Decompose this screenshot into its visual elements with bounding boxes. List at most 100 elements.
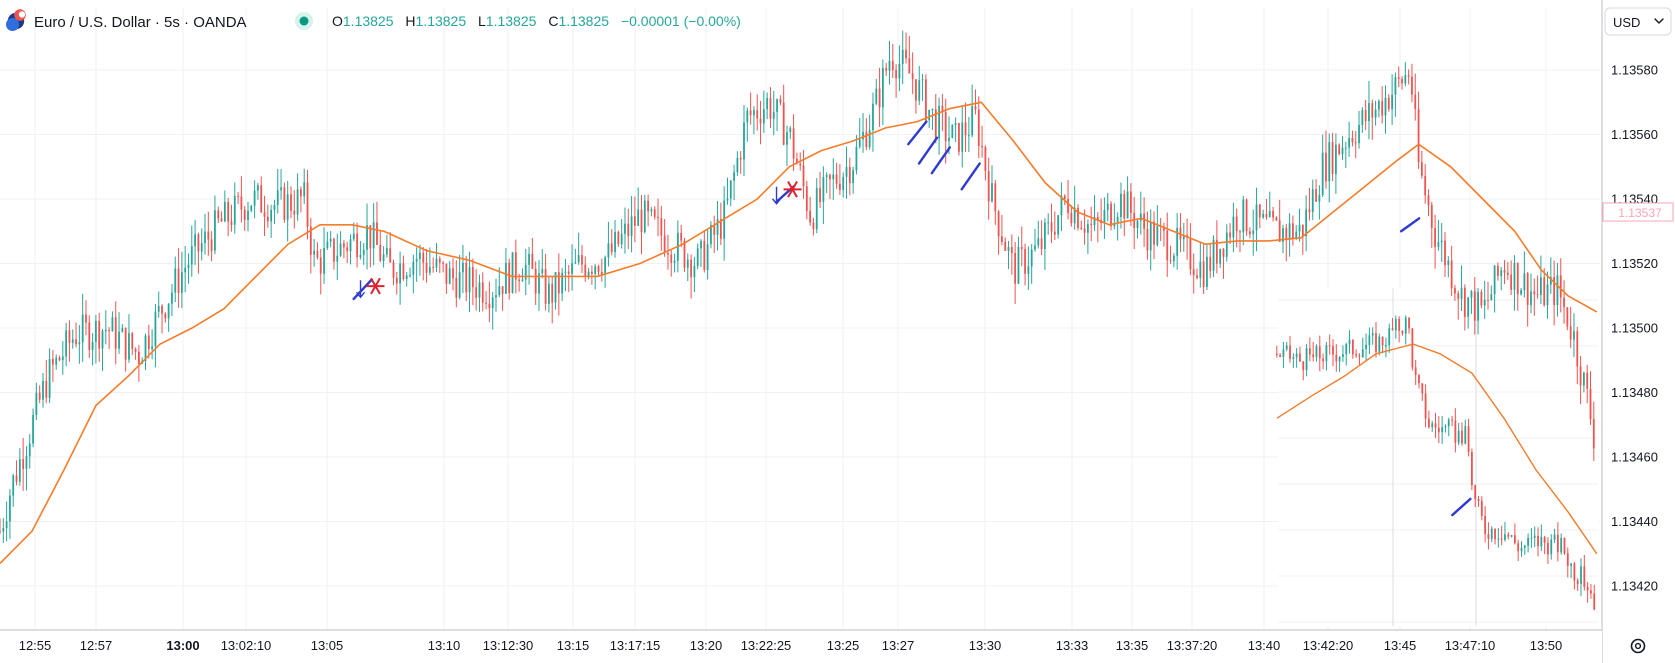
candle[interactable] — [1590, 583, 1592, 599]
candle[interactable] — [0, 518, 1, 535]
candle[interactable] — [1169, 245, 1172, 264]
candle[interactable] — [329, 231, 332, 248]
candle[interactable] — [1318, 185, 1321, 220]
candle[interactable] — [1467, 296, 1470, 329]
candle[interactable] — [270, 204, 273, 238]
candle[interactable] — [739, 151, 742, 174]
candle[interactable] — [336, 233, 339, 281]
candle[interactable] — [309, 217, 312, 274]
candle[interactable] — [445, 263, 448, 294]
candle[interactable] — [759, 100, 762, 145]
candle[interactable] — [1186, 218, 1188, 260]
candle[interactable] — [1222, 248, 1225, 279]
candle[interactable] — [1255, 187, 1258, 252]
candle[interactable] — [111, 311, 114, 332]
candle[interactable] — [395, 271, 398, 295]
candle[interactable] — [478, 274, 481, 312]
candle[interactable] — [653, 206, 656, 220]
candle[interactable] — [1192, 253, 1195, 294]
candle[interactable] — [1451, 416, 1453, 427]
candle[interactable] — [1242, 196, 1245, 246]
candle[interactable] — [1460, 265, 1463, 312]
candle[interactable] — [359, 241, 362, 260]
candle[interactable] — [746, 107, 749, 142]
candle[interactable] — [1060, 182, 1063, 232]
candle[interactable] — [286, 181, 289, 242]
candle[interactable] — [1344, 141, 1347, 169]
candle[interactable] — [1418, 373, 1420, 389]
candle[interactable] — [1394, 72, 1397, 117]
candle[interactable] — [1540, 255, 1542, 304]
candle[interactable] — [432, 257, 435, 273]
candle[interactable] — [1411, 63, 1413, 103]
candle[interactable] — [690, 254, 692, 299]
candle[interactable] — [918, 65, 921, 105]
candle[interactable] — [1404, 62, 1407, 87]
candle[interactable] — [1351, 130, 1354, 147]
candle[interactable] — [743, 104, 745, 177]
candle[interactable] — [885, 62, 888, 76]
candle[interactable] — [1027, 246, 1030, 290]
candle[interactable] — [1408, 317, 1410, 334]
candle[interactable] — [1040, 220, 1043, 256]
candle[interactable] — [339, 231, 342, 257]
time-axis-ticks[interactable]: 12:55 12:57 13:00 13:02:10 13:05 13:10 13:12:3… — [19, 638, 1563, 653]
candle[interactable] — [614, 219, 616, 258]
candle[interactable] — [22, 437, 25, 491]
candle[interactable] — [670, 250, 673, 277]
candle[interactable] — [667, 234, 669, 270]
candle[interactable] — [1401, 76, 1403, 90]
candle[interactable] — [951, 124, 954, 139]
candle[interactable] — [829, 173, 831, 200]
candle[interactable] — [1440, 223, 1443, 262]
candle[interactable] — [1014, 242, 1017, 304]
candle[interactable] — [954, 117, 957, 142]
candle[interactable] — [1553, 528, 1556, 543]
candle[interactable] — [1189, 223, 1192, 276]
candle[interactable] — [1146, 211, 1149, 260]
candle[interactable] — [1332, 339, 1334, 367]
candle[interactable] — [1341, 136, 1344, 161]
candle[interactable] — [78, 325, 81, 364]
candle[interactable] — [924, 74, 927, 124]
candle[interactable] — [1106, 192, 1109, 222]
candle[interactable] — [991, 165, 993, 203]
candle[interactable] — [326, 231, 329, 250]
candle[interactable] — [1527, 533, 1530, 553]
candle[interactable] — [435, 242, 438, 273]
candle[interactable] — [905, 32, 907, 64]
candle[interactable] — [1490, 285, 1493, 301]
candle[interactable] — [577, 232, 580, 265]
candle[interactable] — [233, 182, 236, 234]
candle[interactable] — [1371, 99, 1374, 140]
candle[interactable] — [481, 272, 484, 312]
candle[interactable] — [1411, 328, 1414, 371]
candle[interactable] — [1513, 255, 1516, 311]
candle[interactable] — [1295, 347, 1298, 368]
candle[interactable] — [1533, 526, 1536, 548]
candle[interactable] — [961, 105, 964, 168]
candle[interactable] — [786, 125, 788, 167]
candle[interactable] — [1100, 198, 1103, 231]
candle[interactable] — [1414, 359, 1417, 386]
candle[interactable] — [1387, 94, 1390, 112]
candle[interactable] — [48, 348, 51, 404]
candle[interactable] — [971, 84, 974, 138]
candle[interactable] — [1537, 527, 1539, 557]
candle[interactable] — [749, 92, 752, 125]
candle[interactable] — [313, 238, 316, 267]
candle[interactable] — [1461, 422, 1463, 446]
candle[interactable] — [1454, 408, 1457, 453]
candle[interactable] — [356, 222, 359, 268]
candle[interactable] — [9, 489, 11, 540]
candle[interactable] — [544, 253, 547, 311]
candle[interactable] — [1225, 224, 1228, 262]
candle[interactable] — [415, 247, 418, 282]
candle[interactable] — [1559, 258, 1562, 313]
candle[interactable] — [736, 151, 739, 176]
candle[interactable] — [25, 446, 28, 491]
candle[interactable] — [1533, 278, 1536, 316]
candle[interactable] — [977, 96, 980, 159]
candle[interactable] — [15, 460, 18, 486]
candle[interactable] — [1447, 417, 1450, 437]
